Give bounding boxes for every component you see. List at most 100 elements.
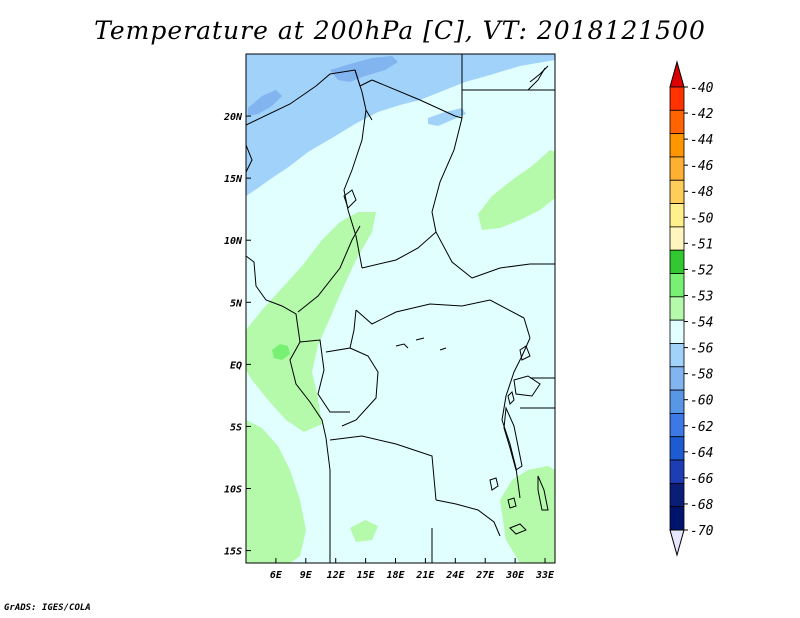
colorbar-label: -46 bbox=[690, 159, 714, 174]
lake-malawi bbox=[537, 475, 549, 511]
colorbar-label: -64 bbox=[690, 446, 713, 461]
colorbar-segment bbox=[669, 249, 685, 274]
colorbar-segment bbox=[669, 296, 685, 321]
lake-chad bbox=[343, 189, 357, 209]
border-chad-sudan bbox=[431, 117, 463, 233]
colorbar-segment bbox=[669, 319, 685, 344]
coast-angola bbox=[325, 437, 331, 530]
border-chad-car bbox=[361, 231, 473, 279]
border-niger-libya bbox=[354, 69, 373, 121]
colorbar-segment bbox=[669, 506, 685, 531]
colorbar-label: -60 bbox=[690, 394, 714, 409]
colorbar-label: -53 bbox=[690, 289, 713, 304]
border-gabon-congo bbox=[299, 339, 350, 413]
sinai-coast bbox=[529, 65, 549, 83]
map-title: Temperature at 200hPa [C], VT: 201812150… bbox=[94, 16, 706, 45]
colorbar-segment bbox=[669, 366, 685, 391]
temp-region-minus-53-west bbox=[246, 212, 376, 432]
temp-region-minus-53-southeast bbox=[500, 466, 555, 563]
y-tick-label: 15S bbox=[224, 547, 242, 558]
x-tick-label: 18E bbox=[386, 570, 405, 581]
temp-region-minus-53-southwest bbox=[246, 420, 306, 563]
lake-bangweulu bbox=[507, 497, 517, 509]
x-axis-ticks: 6E 9E 12E 15E 18E 21E 24E 27E 30E 33E bbox=[270, 558, 555, 581]
border-congo-drc bbox=[341, 347, 379, 427]
border-drc-east bbox=[501, 337, 531, 499]
river-congo-3 bbox=[439, 347, 447, 351]
colorbar-label: -66 bbox=[690, 472, 714, 487]
colorbar-segment bbox=[669, 133, 685, 158]
colorbar-top-arrow bbox=[669, 60, 685, 88]
colorbar-segment bbox=[669, 482, 685, 508]
map-frame bbox=[245, 53, 556, 564]
temp-region-minus-52 bbox=[272, 344, 290, 360]
temp-region-minus-53-south bbox=[350, 520, 378, 542]
lake-albert bbox=[519, 345, 531, 361]
colorbar-segment bbox=[669, 389, 685, 414]
colorbar-label: -68 bbox=[690, 498, 714, 513]
footer-credit: GrADS: IGES/COLA bbox=[4, 603, 91, 613]
x-tick-label: 12E bbox=[327, 570, 346, 581]
coast-west-africa bbox=[246, 255, 327, 439]
colorbar-segment bbox=[669, 273, 685, 298]
colorbar-label: -44 bbox=[690, 133, 713, 148]
lake-kivu bbox=[507, 391, 515, 405]
colorbar-label: -42 bbox=[690, 107, 714, 122]
colorbar-label: -56 bbox=[690, 342, 714, 357]
border-cameroon-car bbox=[325, 309, 357, 353]
x-tick-label: 30E bbox=[505, 570, 525, 581]
colorbar-label: -54 bbox=[690, 316, 713, 331]
river-congo-2 bbox=[415, 337, 425, 341]
temp-region-minus-58 bbox=[330, 56, 398, 82]
border-angola-zambia bbox=[435, 499, 501, 537]
colorbar-segment bbox=[669, 343, 685, 368]
colorbar-label: -48 bbox=[690, 185, 714, 200]
y-tick-label: EQ bbox=[230, 360, 242, 371]
colorbar-bottom-arrow bbox=[669, 529, 685, 557]
colorbar-segment bbox=[669, 413, 685, 438]
border-chad-west bbox=[343, 109, 367, 269]
map-area bbox=[246, 54, 555, 563]
colorbar-segment bbox=[669, 436, 685, 461]
x-tick-label: 27E bbox=[475, 570, 495, 581]
colorbar-label: -50 bbox=[690, 211, 714, 226]
y-axis-ticks: 20N 15N 10N 5N EQ 5S 10S 15S bbox=[223, 112, 251, 558]
lake-tanganyika bbox=[503, 406, 523, 471]
colorbar-label: -70 bbox=[690, 524, 714, 539]
colorbar-label: -62 bbox=[690, 420, 714, 435]
country-borders bbox=[246, 54, 555, 563]
border-libya-chad bbox=[371, 79, 463, 119]
lake-mweru bbox=[489, 477, 499, 491]
colorbar-label: -52 bbox=[690, 263, 714, 278]
y-tick-label: 10N bbox=[224, 236, 243, 247]
x-tick-label: 9E bbox=[300, 570, 313, 581]
colorbar-segment bbox=[669, 179, 685, 204]
colorbar-segment bbox=[669, 459, 685, 484]
y-tick-label: 15N bbox=[224, 174, 243, 185]
x-tick-label: 21E bbox=[415, 570, 435, 581]
colorbar-segment bbox=[669, 203, 685, 228]
y-tick-label: 5N bbox=[230, 298, 243, 309]
colorbar-segment bbox=[669, 226, 685, 251]
border-cameroon bbox=[297, 225, 361, 313]
colorbar-label: -51 bbox=[690, 237, 713, 252]
colorbar-segment bbox=[669, 109, 685, 135]
x-tick-label: 15E bbox=[357, 570, 376, 581]
colorbar: -40 -42 -44 -46 -48 -50 -51 -52 -53 -54 -56 -58 -60 -… bbox=[669, 60, 714, 557]
colorbar-label: -40 bbox=[690, 81, 714, 96]
y-tick-label: 10S bbox=[224, 485, 242, 496]
temp-region-minus-58-small bbox=[248, 90, 282, 116]
river-congo-1 bbox=[395, 343, 409, 349]
border-ssudan-drc bbox=[523, 317, 531, 339]
border-drc-angola bbox=[329, 435, 437, 501]
y-tick-label: 5S bbox=[230, 422, 242, 433]
x-tick-label: 33E bbox=[535, 570, 555, 581]
coast-mauritania bbox=[246, 144, 253, 173]
lake-kariba bbox=[509, 523, 527, 535]
x-tick-label: 6E bbox=[270, 570, 283, 581]
temp-region-minus-53-northeast bbox=[478, 150, 555, 230]
x-tick-label: 24E bbox=[445, 570, 465, 581]
y-tick-label: 20N bbox=[223, 112, 243, 123]
colorbar-segment bbox=[669, 156, 685, 181]
